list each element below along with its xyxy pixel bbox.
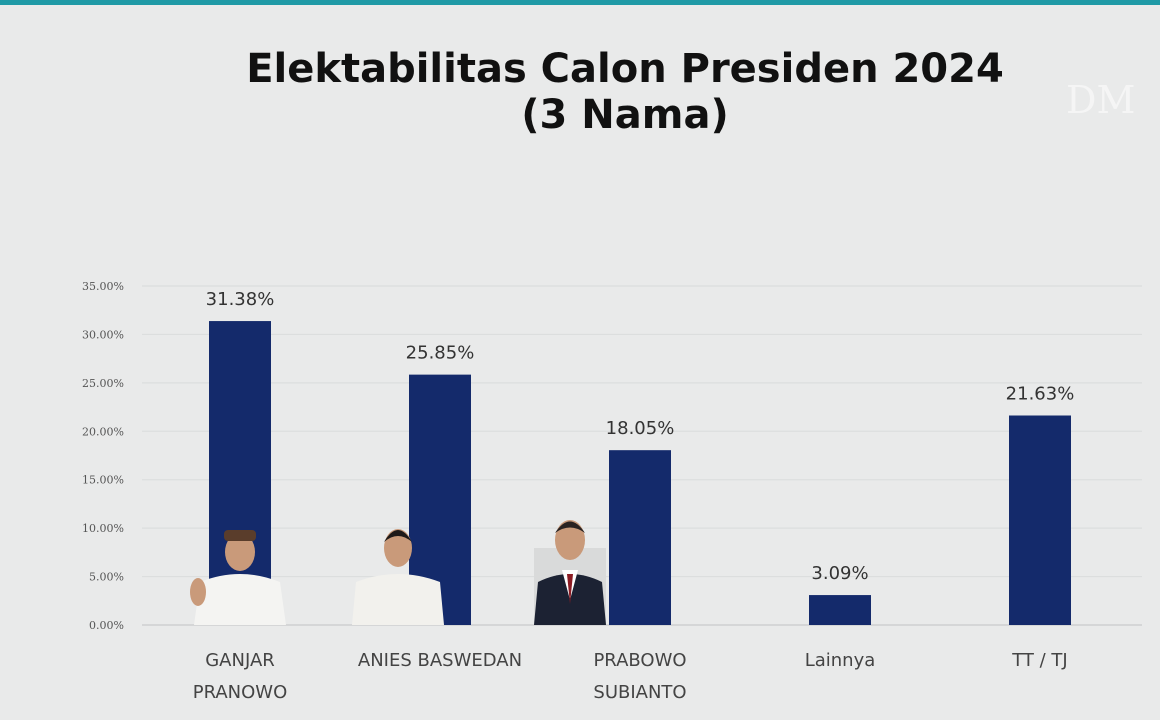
- y-tick-label: 25.00%: [82, 377, 124, 390]
- portrait-ganjar: [190, 530, 286, 625]
- category-label: SUBIANTO: [593, 682, 686, 703]
- portrait-cap: [224, 530, 256, 541]
- portrait-face: [384, 529, 412, 567]
- portrait-shirt: [352, 574, 444, 625]
- y-tick-label: 20.00%: [82, 425, 124, 438]
- watermark-logo: DM: [1066, 78, 1136, 122]
- portrait-anies: [352, 529, 444, 625]
- chart-title-line2: (3 Nama): [521, 92, 729, 138]
- category-label: GANJAR: [205, 650, 275, 671]
- y-tick-label: 5.00%: [89, 571, 124, 584]
- top-accent-strip: [0, 0, 1160, 5]
- portrait-shirt: [194, 574, 286, 625]
- portrait-hair: [555, 521, 585, 533]
- bar: [1009, 415, 1071, 625]
- bar: [609, 450, 671, 625]
- portrait-face: [225, 533, 255, 571]
- data-label: 3.09%: [811, 563, 868, 584]
- y-tick-label: 30.00%: [82, 328, 124, 341]
- data-label: 21.63%: [1006, 383, 1075, 404]
- category-label: PRABOWO: [593, 650, 686, 671]
- data-label: 25.85%: [406, 343, 475, 364]
- portrait-hair: [384, 530, 412, 542]
- portrait-tie: [567, 574, 573, 604]
- data-label: 31.38%: [206, 289, 275, 310]
- category-label: ANIES BASWEDAN: [358, 650, 522, 671]
- chart-title: Elektabilitas Calon Presiden 2024 (3 Nam…: [0, 46, 1160, 138]
- bar: [809, 595, 871, 625]
- category-label: Lainnya: [805, 650, 876, 671]
- category-label: PRANOWO: [193, 682, 288, 703]
- portrait-prabowo: [534, 520, 606, 625]
- y-tick-label: 35.00%: [82, 280, 124, 293]
- portrait-face: [555, 520, 585, 560]
- category-label: TT / TJ: [1011, 650, 1068, 671]
- y-tick-label: 15.00%: [82, 474, 124, 487]
- chart-title-line1: Elektabilitas Calon Presiden 2024: [246, 46, 1004, 92]
- y-tick-label: 10.00%: [82, 522, 124, 535]
- data-label: 18.05%: [606, 418, 675, 439]
- portrait-thumb: [190, 578, 206, 606]
- y-tick-label: 0.00%: [89, 619, 124, 632]
